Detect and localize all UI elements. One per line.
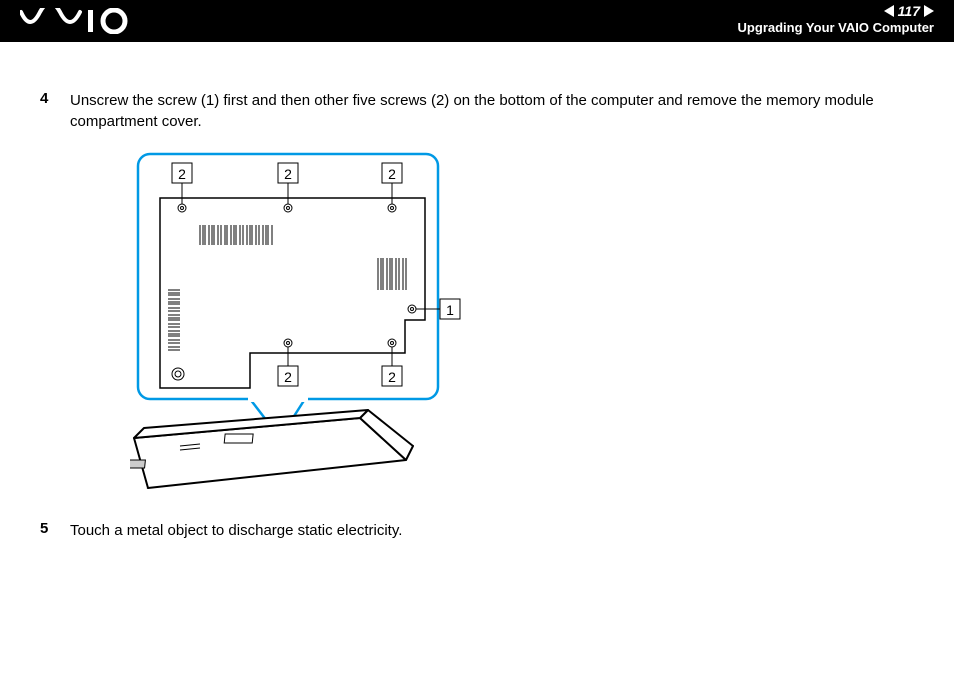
section-title: Upgrading Your VAIO Computer — [738, 20, 934, 35]
step-5: 5 Touch a metal object to discharge stat… — [40, 520, 914, 541]
callout-1-right: 1 — [440, 299, 460, 319]
callout-label: 2 — [388, 369, 396, 385]
next-page-arrow-icon[interactable] — [924, 5, 934, 17]
callout-label: 2 — [178, 166, 186, 182]
page-number: 117 — [896, 4, 922, 18]
callout-label: 2 — [284, 369, 292, 385]
prev-page-arrow-icon[interactable] — [884, 5, 894, 17]
step-number: 4 — [40, 90, 70, 132]
leader-lines — [182, 183, 440, 366]
step-4: 4 Unscrew the screw (1) first and then o… — [40, 90, 914, 132]
callout-label: 1 — [446, 302, 454, 318]
callout-2-top-b: 2 — [278, 163, 298, 183]
callout-2-bottom-b: 2 — [382, 366, 402, 386]
page-content: 4 Unscrew the screw (1) first and then o… — [0, 42, 954, 579]
vent-right — [378, 258, 406, 290]
vent-left — [168, 290, 180, 350]
callout-2-bottom-a: 2 — [278, 366, 298, 386]
callout-label: 2 — [284, 166, 292, 182]
vaio-logo — [20, 8, 130, 39]
header-right: 117 Upgrading Your VAIO Computer — [738, 4, 934, 35]
header-bar: 117 Upgrading Your VAIO Computer — [0, 0, 954, 42]
step-text: Touch a metal object to discharge static… — [70, 520, 402, 541]
callout-2-top-c: 2 — [382, 163, 402, 183]
step-text: Unscrew the screw (1) first and then oth… — [70, 90, 914, 132]
page-nav: 117 — [738, 4, 934, 18]
laptop-illustration — [130, 410, 413, 488]
step-number: 5 — [40, 520, 70, 541]
callout-label: 2 — [388, 166, 396, 182]
callout-2-top-a: 2 — [172, 163, 192, 183]
memory-cover-diagram: 2 2 2 2 2 1 — [130, 150, 914, 500]
vent-top — [200, 225, 272, 245]
